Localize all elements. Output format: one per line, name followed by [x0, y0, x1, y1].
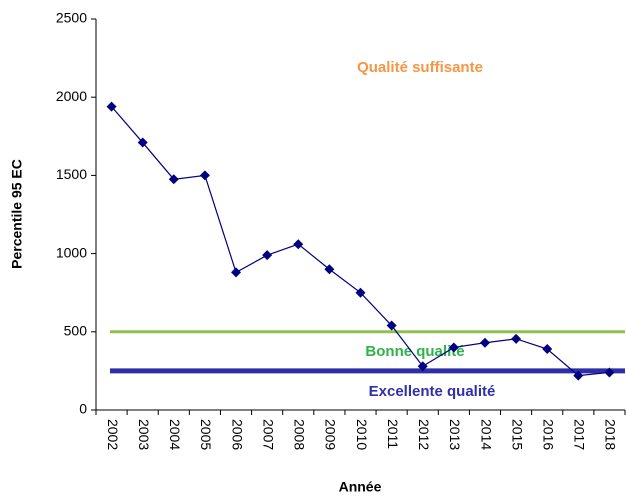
x-tick-label: 2017 [572, 419, 588, 450]
data-point [448, 342, 459, 353]
data-point [417, 361, 428, 372]
annotation: Qualité suffisante [357, 59, 483, 76]
x-axis-label: Année [339, 479, 382, 495]
data-point [479, 337, 490, 348]
x-tick-label: 2006 [229, 419, 245, 450]
data-point [231, 267, 242, 278]
data-point [324, 264, 335, 275]
y-tick-label: 1000 [56, 244, 87, 260]
x-tick-label: 2005 [198, 419, 214, 450]
x-tick-label: 2015 [509, 419, 525, 450]
x-tick-label: 2007 [260, 419, 276, 450]
data-point [106, 101, 117, 112]
data-point [573, 370, 584, 381]
x-tick-label: 2002 [105, 419, 121, 450]
y-tick-label: 2000 [56, 88, 87, 104]
annotation: Excellente qualité [369, 383, 496, 400]
data-point [542, 344, 553, 355]
data-point [293, 239, 304, 250]
x-tick-label: 2008 [292, 419, 308, 450]
x-tick-label: 2014 [478, 419, 494, 450]
data-point [168, 174, 179, 185]
x-tick-label: 2012 [416, 419, 432, 450]
y-tick-label: 500 [64, 323, 88, 339]
x-tick-label: 2004 [167, 419, 183, 450]
data-point [262, 250, 273, 261]
annotation: Bonne qualité [365, 343, 464, 360]
x-tick-label: 2016 [541, 419, 557, 450]
y-tick-label: 0 [79, 401, 87, 417]
x-tick-label: 2010 [354, 419, 370, 450]
y-tick-label: 2500 [56, 10, 87, 26]
x-tick-label: 2011 [385, 419, 401, 449]
y-axis-label: Percentile 95 EC [9, 159, 25, 269]
data-point [137, 137, 148, 148]
data-point [511, 333, 522, 344]
y-tick-label: 1500 [56, 166, 87, 182]
x-tick-label: 2018 [603, 419, 619, 450]
data-point [355, 287, 366, 298]
data-point [199, 170, 210, 181]
x-tick-label: 2003 [136, 419, 152, 450]
data-point [386, 320, 397, 331]
data-line [111, 106, 610, 377]
x-tick-label: 2009 [323, 419, 339, 450]
x-tick-label: 2013 [447, 419, 463, 450]
data-point [604, 367, 615, 378]
